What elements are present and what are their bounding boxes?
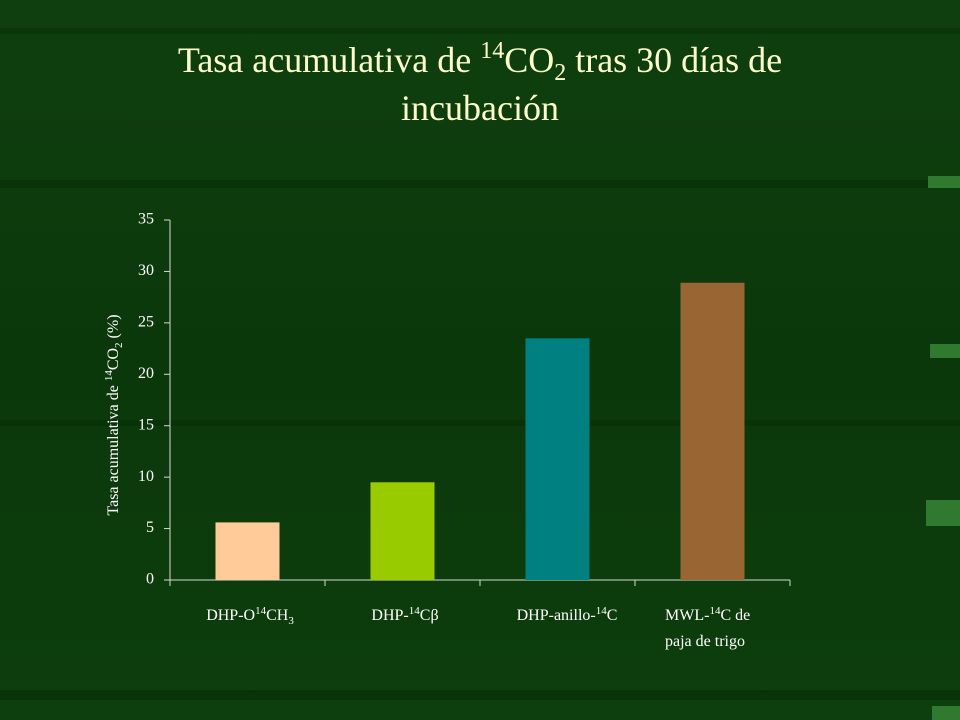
label-text: DHP-anillo-	[517, 607, 596, 624]
x-tick-label: paja de trigo	[665, 633, 745, 650]
title-text: CO	[504, 40, 554, 80]
label-text: CO	[105, 348, 122, 370]
x-tick-label: DHP-14Cβ	[371, 605, 438, 624]
edge-decoration	[926, 176, 960, 720]
title-text: Tasa acumulativa de	[178, 40, 480, 80]
bar	[680, 282, 745, 580]
chart-title: Tasa acumulativa de 14CO2 tras 30 días d…	[178, 38, 782, 86]
y-tick-label: 5	[146, 519, 154, 536]
bar	[370, 482, 435, 580]
title-sup: 14	[480, 38, 504, 64]
x-ticks	[169, 580, 791, 586]
label-text: DHP-O	[206, 607, 255, 624]
title-text: tras 30 días de	[566, 40, 782, 80]
label-sup: 14	[255, 605, 267, 617]
x-tick-label: MWL-14C de	[665, 605, 750, 624]
label-text: DHP-	[371, 607, 408, 624]
y-tick-label: 0	[146, 571, 154, 588]
y-tick-label: 25	[138, 314, 154, 331]
x-tick-label: DHP-anillo-14C	[517, 605, 618, 624]
label-sub: 2	[113, 342, 125, 348]
label-text: MWL-	[665, 607, 709, 624]
bar	[525, 338, 590, 580]
label-sup: 14	[596, 605, 608, 617]
label-text: Cβ	[420, 607, 439, 624]
label-sup: 14	[103, 370, 115, 382]
y-tick-label: 15	[138, 416, 154, 433]
label-text: CH	[266, 607, 289, 624]
y-tick-label: 10	[138, 468, 154, 485]
y-tick-label: 30	[138, 262, 154, 279]
chart-title: incubación	[401, 88, 559, 128]
background-streaks	[0, 28, 960, 700]
label-sup: 14	[709, 605, 721, 617]
y-axis-label: Tasa acumulativa de 14CO2 (%)	[103, 314, 125, 515]
y-tick-label: 35	[138, 211, 154, 228]
bar	[215, 522, 280, 580]
title-sub: 2	[554, 60, 566, 86]
label-text: Tasa acumulativa de	[105, 381, 122, 515]
label-sup: 14	[409, 605, 421, 617]
x-tick-label: DHP-O14CH3	[206, 605, 294, 627]
label-text: C	[607, 607, 618, 624]
label-text: C de	[720, 607, 750, 624]
label-sub: 3	[288, 615, 294, 627]
label-text: (%)	[105, 314, 122, 342]
y-tick-label: 20	[138, 365, 154, 382]
